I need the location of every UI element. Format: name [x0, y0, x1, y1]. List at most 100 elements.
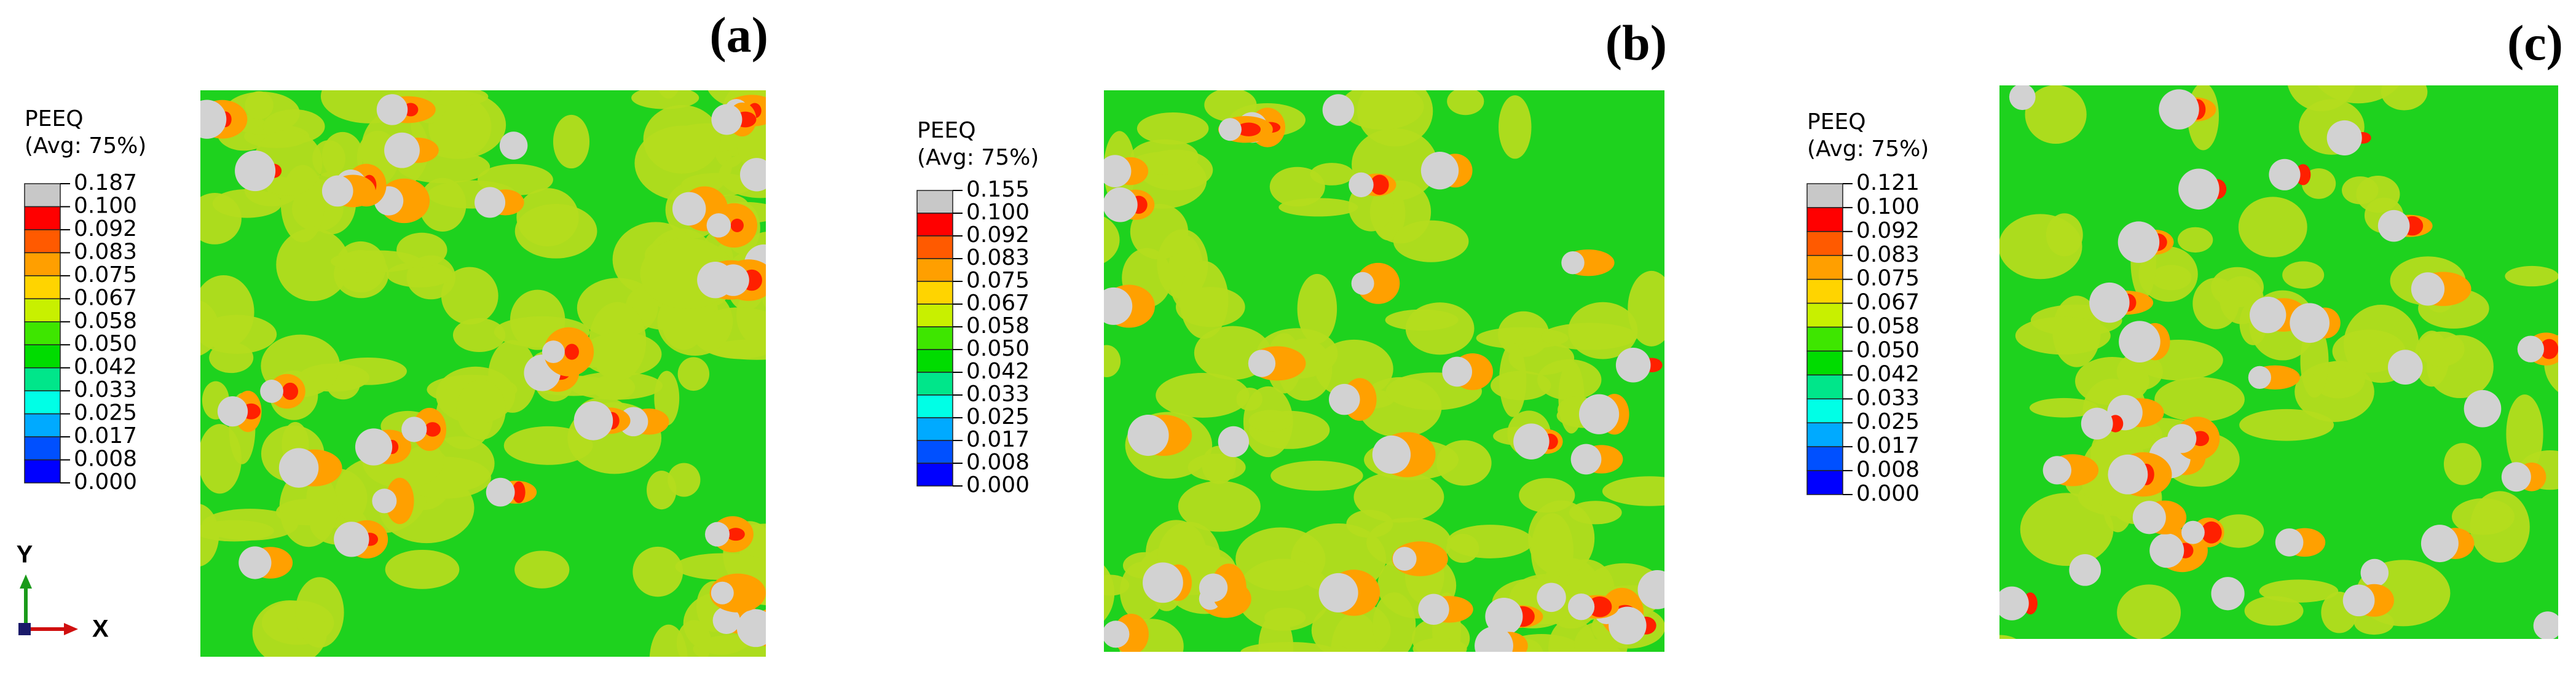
legend-band	[916, 213, 953, 237]
contour-plot	[200, 90, 792, 657]
particle	[736, 609, 766, 648]
contour-blob	[1602, 476, 1664, 506]
particle	[2420, 525, 2459, 563]
contour-blob	[1178, 480, 1261, 532]
particle	[2108, 454, 2148, 495]
legend-value: 0.067	[1856, 290, 1920, 315]
contour-blob	[772, 255, 792, 273]
contour-blob	[1270, 460, 1363, 491]
contour-blob	[1537, 359, 1602, 401]
legend-value: 0.042	[74, 354, 137, 380]
legend-value: 0.050	[74, 331, 137, 356]
contour-blob	[2282, 261, 2325, 289]
contour-blob	[1405, 302, 1475, 355]
particle	[2377, 209, 2410, 242]
particle	[1199, 573, 1228, 602]
contour-blob	[2177, 227, 2213, 253]
contour-blob	[282, 382, 299, 401]
contour-blob	[1057, 402, 1094, 425]
contour-blob	[1248, 410, 1293, 432]
particle	[1513, 423, 1550, 460]
legend-band	[24, 206, 61, 230]
contour-blob	[1685, 609, 1739, 670]
contour-blob	[1568, 302, 1638, 359]
contour-layer	[200, 90, 792, 657]
contour-blob	[2470, 491, 2530, 563]
contour-blob	[1373, 592, 1416, 652]
contour-blob	[1240, 641, 1337, 652]
particle	[1418, 593, 1449, 625]
particle	[499, 131, 528, 160]
contour-blob	[276, 228, 350, 302]
legend-band	[24, 459, 61, 483]
contour-blob	[1920, 26, 1993, 80]
contour-blob	[1231, 21, 1318, 88]
contour-blob	[2201, 521, 2222, 544]
legend-title: PEEQ	[25, 106, 84, 131]
contour-blob	[766, 585, 792, 640]
contour-blob	[2025, 85, 2087, 144]
particle	[1442, 356, 1473, 387]
particle	[355, 428, 393, 466]
legend-band	[24, 344, 61, 369]
contour-blob	[2557, 682, 2576, 685]
contour-blob	[419, 178, 467, 232]
legend-value: 0.050	[1856, 337, 1920, 362]
contour-blob	[2213, 514, 2264, 548]
contour-blob	[2046, 213, 2083, 257]
contour-blob	[1188, 453, 1246, 481]
contour-blob	[1326, 646, 1350, 652]
legend-value: 0.000	[74, 469, 137, 495]
contour-blob	[569, 372, 663, 400]
contour-blob	[424, 422, 441, 437]
legend-value: 0.008	[966, 450, 1030, 475]
particle	[2181, 520, 2205, 544]
contour-blob	[2244, 596, 2304, 626]
contour-blob	[2287, 85, 2355, 112]
particle	[1218, 118, 1242, 141]
legend-band	[1806, 374, 1843, 400]
contour-blob	[2381, 85, 2428, 111]
particle	[1570, 444, 1602, 475]
particle	[2117, 221, 2160, 263]
particle	[711, 581, 734, 605]
contour-plot	[1057, 21, 1739, 676]
particle	[1420, 151, 1459, 190]
legend-value: 0.100	[74, 193, 137, 218]
contour-blob	[1622, 654, 1682, 676]
contour-blob	[2540, 339, 2558, 359]
contour-blob	[553, 114, 590, 169]
contour-blob	[212, 189, 282, 218]
x-arrowhead	[64, 623, 78, 635]
particle	[1104, 287, 1133, 325]
contour-blob	[643, 104, 721, 174]
legend-band	[24, 413, 61, 437]
particle	[2178, 168, 2220, 210]
contour-blob	[762, 292, 766, 308]
particle	[235, 151, 276, 192]
contour-blob	[1999, 635, 2017, 639]
contour-blob	[1528, 500, 1595, 576]
particle	[1143, 562, 1183, 603]
panel-label: (c)	[2507, 15, 2563, 71]
legend-band	[24, 275, 61, 300]
legend-value: 0.033	[1856, 385, 1920, 410]
contour-blob	[632, 546, 683, 597]
particle	[372, 488, 397, 514]
contour-blob	[1104, 216, 1120, 264]
particle	[2342, 584, 2375, 617]
contour-blob	[1130, 139, 1199, 174]
particle	[2081, 407, 2113, 440]
contour-blob	[730, 218, 744, 232]
particle	[2248, 366, 2271, 389]
contour-blob	[425, 90, 489, 106]
particle	[321, 175, 353, 207]
legend-value: 0.058	[966, 313, 1030, 339]
contour-blob	[1664, 556, 1702, 617]
particle	[1104, 155, 1132, 187]
legend-band	[1806, 231, 1843, 256]
legend-band	[24, 183, 61, 208]
particle	[2149, 533, 2184, 568]
contour-blob	[200, 315, 277, 354]
contour-blob	[385, 549, 460, 589]
